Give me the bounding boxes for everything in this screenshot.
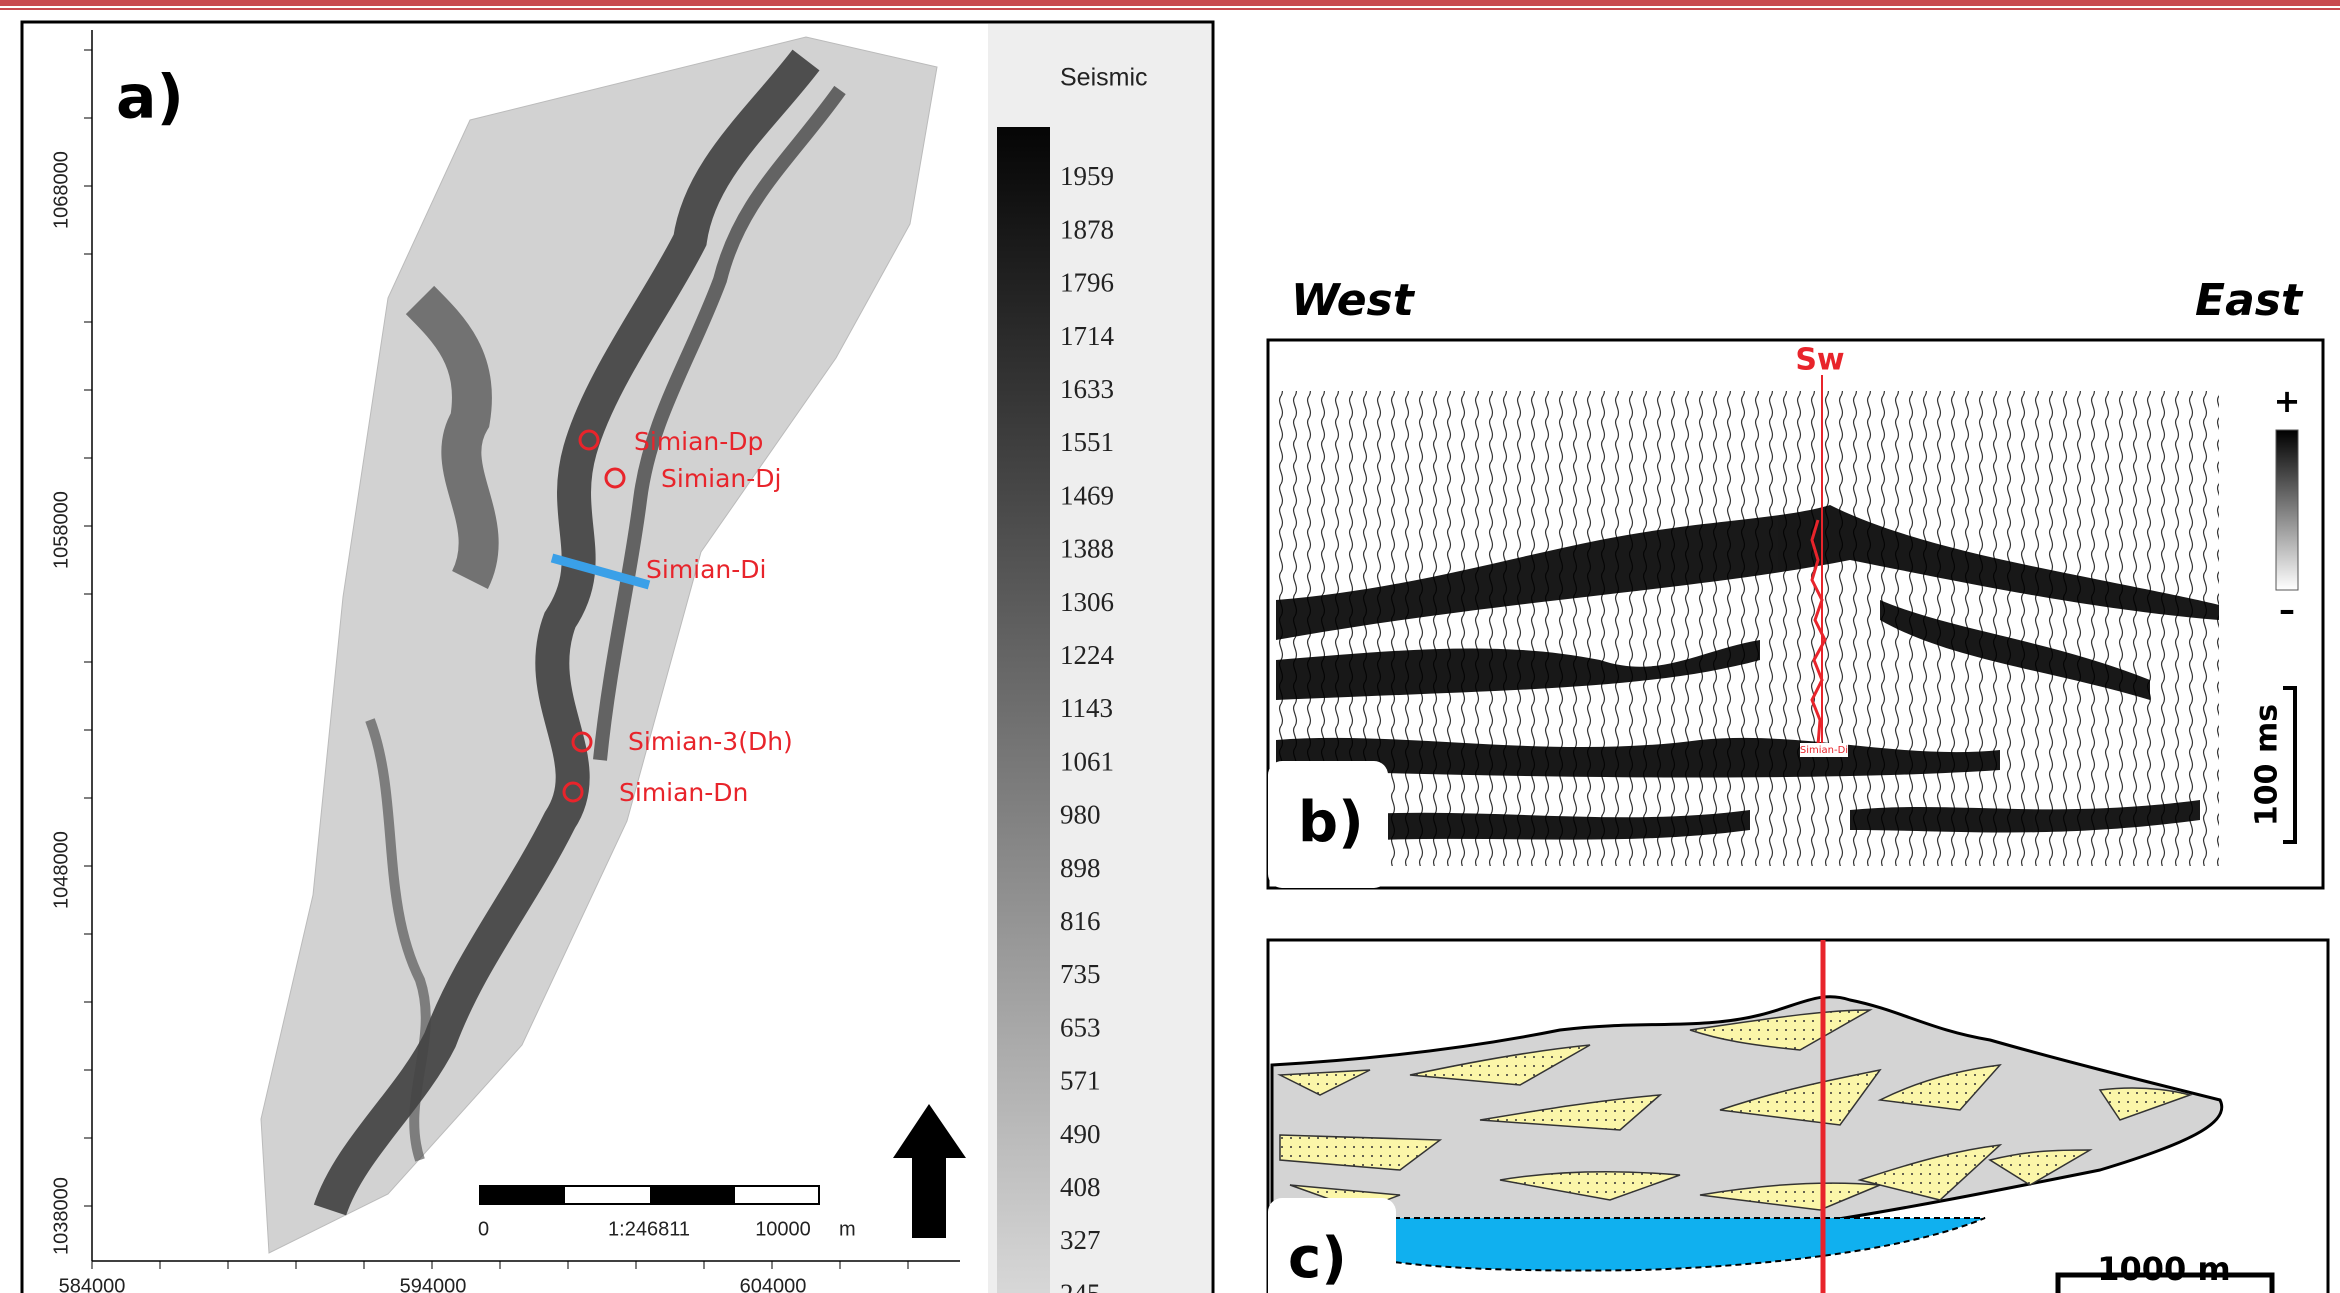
x-tick-label: 584000 <box>59 1275 126 1293</box>
colorbar-label: 1633 <box>1060 374 1114 404</box>
scale-bar-segment <box>650 1186 735 1204</box>
panel-a: Seismic 0 1:246811 10000 m a) 1068000 105… <box>22 22 1213 1293</box>
colorbar-label: 245 <box>1060 1278 1101 1293</box>
amplitude-plus: + <box>2274 382 2301 420</box>
panel-b: West East Simian-Di Sw + – 100 ms b) <box>1268 275 2323 888</box>
colorbar-label: 490 <box>1060 1119 1101 1149</box>
y-tick-label: 1038000 <box>50 1177 72 1255</box>
scale-end: 10000 <box>755 1218 811 1240</box>
colorbar-label: 1878 <box>1060 214 1114 244</box>
colorbar-label: 898 <box>1060 853 1101 883</box>
well-label: Simian-Dp <box>634 427 763 456</box>
figure: Seismic 0 1:246811 10000 m a) 1068000 105… <box>0 0 2340 1293</box>
colorbar <box>997 127 1050 1293</box>
colorbar-label: 980 <box>1060 800 1101 830</box>
x-tick-label: 594000 <box>400 1275 467 1293</box>
panel-c: c) 1000 m <box>1268 940 2328 1293</box>
east-label: East <box>2195 275 2304 326</box>
colorbar-label: 1714 <box>1060 321 1115 351</box>
colorbar-label: 1388 <box>1060 534 1114 564</box>
colorbar-label: 735 <box>1060 959 1101 989</box>
y-tick-label: 1048000 <box>50 831 72 909</box>
top-rule <box>0 0 2340 6</box>
colorbar-label: 1306 <box>1060 587 1114 617</box>
well-label: Simian-Dj <box>661 464 782 493</box>
scale-unit: m <box>839 1218 856 1240</box>
scale-start: 0 <box>478 1218 489 1240</box>
colorbar-label: 1469 <box>1060 480 1114 510</box>
wiggle-traces <box>1276 391 2219 866</box>
panel-label: a) <box>116 63 184 133</box>
west-label: West <box>1291 275 1416 326</box>
time-scale-label: 100 ms <box>2250 704 2285 826</box>
colorbar-label: 1959 <box>1060 161 1114 191</box>
y-tick-label: 1058000 <box>50 491 72 569</box>
scale-ratio: 1:246811 <box>608 1218 690 1240</box>
y-tick-label: 1068000 <box>50 151 72 229</box>
colorbar-label: 327 <box>1060 1225 1101 1255</box>
colorbar-label: 1796 <box>1060 268 1114 298</box>
colorbar-label: 408 <box>1060 1172 1101 1202</box>
distance-scale-label: 1000 m <box>2097 1250 2231 1288</box>
colorbar-label: 1143 <box>1060 693 1113 723</box>
panel-label: b) <box>1298 790 1364 855</box>
panel-label: c) <box>1288 1226 1347 1291</box>
colorbar-label: 571 <box>1060 1066 1101 1096</box>
log-label: Sw <box>1795 343 1844 378</box>
well-label: Simian-Di <box>646 555 767 584</box>
well-label: Simian-Dn <box>619 778 748 807</box>
well-label: Simian-3(Dh) <box>628 727 793 756</box>
well-tag-label: Simian-Di <box>1800 745 1848 756</box>
amplitude-bar <box>2276 430 2298 590</box>
colorbar-label: 1224 <box>1060 640 1115 670</box>
colorbar-label: 1551 <box>1060 427 1114 457</box>
colorbar-label: 816 <box>1060 906 1101 936</box>
colorbar-label: 653 <box>1060 1012 1101 1042</box>
colorbar-title: Seismic <box>1060 64 1148 92</box>
colorbar-label: 1061 <box>1060 746 1114 776</box>
scale-bar-segment <box>480 1186 565 1204</box>
x-tick-label: 604000 <box>740 1275 807 1293</box>
amplitude-minus: – <box>2279 591 2295 629</box>
